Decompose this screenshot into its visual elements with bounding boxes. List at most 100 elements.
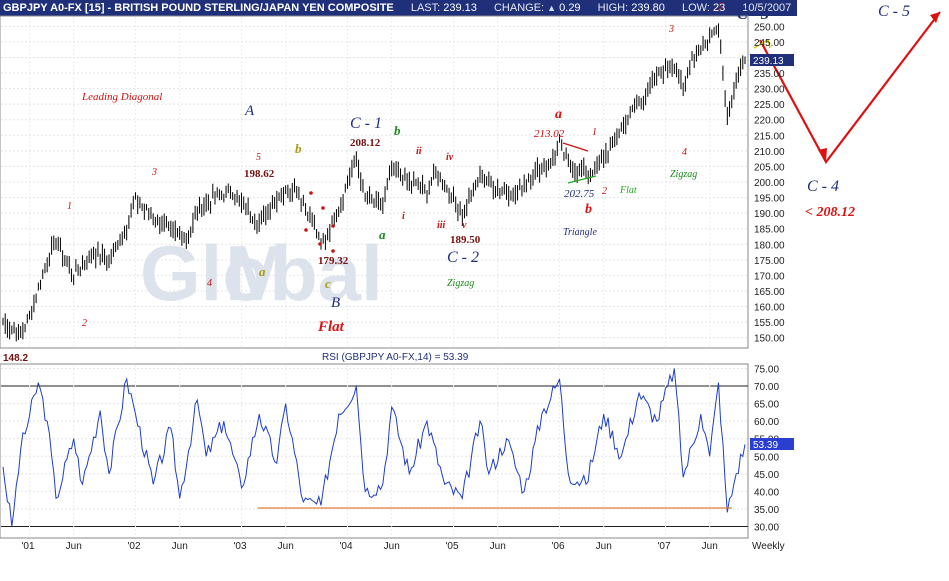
rsi-tick-label: 50.00 xyxy=(754,452,779,463)
projection-arrows xyxy=(759,11,941,165)
price-189-label: 189.50 xyxy=(450,234,481,246)
wave-label-a-olive: a xyxy=(259,264,266,279)
price-tick-label: 195.00 xyxy=(754,194,785,205)
x-tick-label: '02 xyxy=(128,541,141,552)
wave-label-i: i xyxy=(402,211,405,222)
rsi-tick-label: 70.00 xyxy=(754,382,779,393)
wave-label-n1: 1 xyxy=(592,127,597,138)
wave-label-2: 2 xyxy=(82,318,87,329)
x-tick-label: '01 xyxy=(22,541,35,552)
wave-label-4: 4 xyxy=(207,278,212,289)
rsi-tick-label: 40.00 xyxy=(754,487,779,498)
flat-label-small: Flat xyxy=(620,185,637,196)
rsi-tick-label: 65.00 xyxy=(754,400,779,411)
price-tick-label: 205.00 xyxy=(754,162,785,173)
price-tick-label: 245.00 xyxy=(754,38,785,49)
wave-label-a-red: a xyxy=(555,107,562,122)
triangle-lower-line xyxy=(567,175,597,184)
price-tick-label: 160.00 xyxy=(754,303,785,314)
x-tick-label: '05 xyxy=(446,541,459,552)
wave-label-n5: 5 xyxy=(718,2,723,13)
last-rsi-box xyxy=(750,438,794,450)
rsi-line xyxy=(2,368,746,527)
flat-dot xyxy=(331,224,335,228)
wave-label-v: v xyxy=(462,220,467,231)
wave-label-c4: C - 4 xyxy=(807,178,839,195)
change-stat: CHANGE: ▲ 0.29 xyxy=(493,2,581,14)
wave-label-a-green: a xyxy=(379,227,386,242)
last-price-box xyxy=(750,54,794,66)
x-tick-label: Jun xyxy=(596,541,612,552)
flat-dot xyxy=(331,249,335,253)
flat-label-large: Flat xyxy=(318,319,344,335)
x-tick-label: '07 xyxy=(658,541,671,552)
flat-dot xyxy=(318,242,322,246)
chart-date: 10/5/2007 xyxy=(742,2,792,14)
wave-label-c-olive: c xyxy=(325,276,331,291)
price-tick-label: 235.00 xyxy=(754,69,785,80)
x-tick-label: Jun xyxy=(702,541,718,552)
price-tick-label: 150.00 xyxy=(754,334,785,345)
x-tick-label: Jun xyxy=(490,541,506,552)
price-213-label: 213.02 xyxy=(534,128,565,140)
x-tick-label: '06 xyxy=(552,541,565,552)
price-series xyxy=(2,23,746,342)
price-tick-label: 165.00 xyxy=(754,287,785,298)
price-179-label: 179.32 xyxy=(318,255,349,267)
rsi-grid xyxy=(1,368,748,527)
rsi-tick-label: 45.00 xyxy=(754,470,779,481)
up-arrow-icon: ▲ xyxy=(547,3,557,13)
price-tick-label: 190.00 xyxy=(754,209,785,220)
wave-label-c3: C - 3 xyxy=(737,6,769,23)
price-tick-label: 225.00 xyxy=(754,100,785,111)
rsi-title: RSI (GBPJPY A0-FX,14) = 53.39 xyxy=(322,352,469,363)
price-tick-label: 250.00 xyxy=(754,22,785,33)
wave-label-n4: 4 xyxy=(682,147,687,158)
bottom-axis: '01 Jun '02 Jun '03 Jun '04 Jun '05 Jun '06 Jun '07 J… xyxy=(22,541,785,552)
wave-label-B: B xyxy=(331,295,341,311)
flat-dot xyxy=(309,191,313,195)
wave-label-c5: C - 5 xyxy=(878,3,910,20)
low-marker-label: 148.2 xyxy=(3,353,28,364)
rsi-tick-label: 35.00 xyxy=(754,505,779,516)
low-marker-box xyxy=(0,351,40,363)
price-tick-label: 185.00 xyxy=(754,225,785,236)
chart-title: GBPJPY A0-FX [15] - BRITISH POUND STERLI… xyxy=(3,2,394,14)
flat-dot xyxy=(321,206,325,210)
last-rsi-label: 53.39 xyxy=(753,440,778,451)
last-price-label: 239.13 xyxy=(753,56,784,67)
rsi-tick-label: 75.00 xyxy=(754,365,779,376)
x-tick-label: Jun xyxy=(66,541,82,552)
price-grid xyxy=(1,25,748,339)
x-tick-label: Jun xyxy=(384,541,400,552)
triangle-label: Triangle xyxy=(563,227,597,238)
price-tick-label: 230.00 xyxy=(754,85,785,96)
x-tick-label: Jun xyxy=(172,541,188,552)
rsi-series xyxy=(2,368,746,527)
wave-label-c1: C - 1 xyxy=(350,115,382,132)
chart-header: GBPJPY A0-FX [15] - BRITISH POUND STERLI… xyxy=(0,0,797,16)
last-price-stat: LAST: 239.13 xyxy=(410,2,477,14)
wave-label-n2: 2 xyxy=(602,186,607,197)
price-tick-label: 210.00 xyxy=(754,147,785,158)
wave-label-ii: ii xyxy=(416,146,422,157)
price-198-label: 198.62 xyxy=(244,168,275,180)
wave-label-iv: iv xyxy=(446,152,454,163)
zigzag-label-1: Zigzag xyxy=(447,278,475,289)
price-tick-label: 215.00 xyxy=(754,131,785,142)
wave-label-iii: iii xyxy=(437,220,446,231)
triangle-upper-line xyxy=(562,142,589,152)
x-tick-label: '03 xyxy=(234,541,247,552)
wave-label-c2: C - 2 xyxy=(447,249,479,266)
x-period-label: Weekly xyxy=(752,541,785,552)
high-stat: HIGH: 239.80 xyxy=(597,2,665,14)
price-tick-label: 200.00 xyxy=(754,178,785,189)
arrow-head-icon xyxy=(818,148,827,162)
wave-label-b-olive: b xyxy=(295,141,302,156)
x-tick-label: Jun xyxy=(278,541,294,552)
arrow-head-icon xyxy=(930,12,940,23)
right-axis: 250.00245.00240.00235.00230.00225.00220.… xyxy=(754,22,785,533)
price-tick-label: 155.00 xyxy=(754,318,785,329)
price-tick-label: 180.00 xyxy=(754,240,785,251)
rsi-tick-label: 60.00 xyxy=(754,417,779,428)
